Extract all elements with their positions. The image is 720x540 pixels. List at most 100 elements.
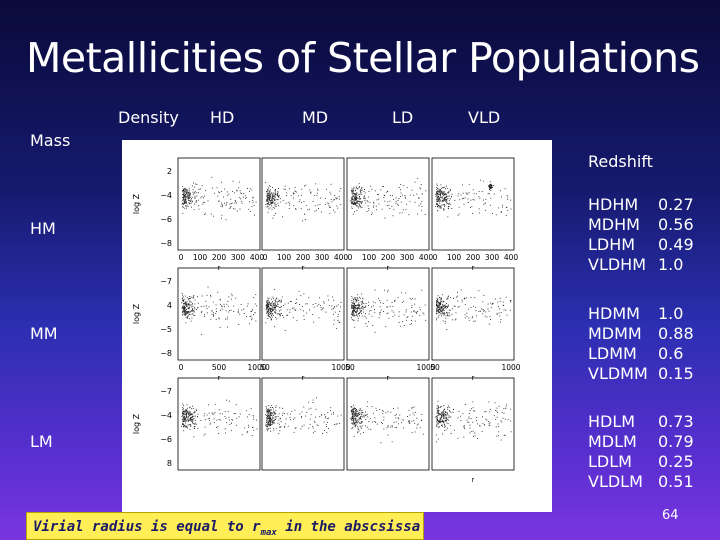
scatter-point (182, 424, 183, 425)
scatter-point (190, 420, 192, 422)
scatter-point (323, 301, 325, 303)
scatter-point (439, 306, 441, 308)
scatter-point (329, 206, 331, 208)
scatter-point (270, 409, 272, 411)
scatter-point (192, 422, 193, 424)
scatter-point (444, 194, 446, 196)
scatter-point (421, 193, 423, 195)
scatter-point (275, 312, 277, 314)
scatter-point (437, 419, 439, 421)
scatter-point (272, 196, 273, 198)
scatter-point (414, 320, 416, 322)
scatter-point (193, 295, 195, 296)
scatter-point (279, 418, 281, 420)
scatter-point (437, 306, 439, 308)
scatter-point (510, 300, 512, 301)
scatter-point (186, 304, 188, 306)
scatter-point (272, 306, 274, 308)
scatter-point (505, 296, 507, 298)
scatter-point (375, 421, 376, 423)
scatter-point (403, 185, 405, 187)
scatter-point (437, 408, 439, 410)
scatter-point (253, 416, 255, 418)
scatter-point (275, 196, 276, 198)
scatter-point (355, 422, 357, 424)
scatter-point (268, 301, 270, 303)
scatter-point (191, 200, 193, 202)
scatter-point (273, 307, 275, 309)
scatter-point (268, 411, 269, 413)
scatter-point (312, 402, 314, 403)
scatter-point (397, 407, 399, 409)
scatter-point (269, 200, 271, 202)
scatter-point (394, 301, 396, 303)
scatter-point (185, 205, 187, 207)
redshift-row: LDLM 0.25 (588, 452, 694, 472)
scatter-point (355, 425, 356, 426)
scatter-point (192, 306, 194, 308)
scatter-point (271, 423, 273, 425)
scatter-point (230, 198, 232, 200)
scatter-point (182, 301, 184, 302)
scatter-point (252, 197, 254, 199)
scatter-point (187, 417, 188, 419)
scatter-point (191, 196, 193, 198)
scatter-point (356, 300, 358, 301)
scatter-point (273, 214, 275, 216)
scatter-point (440, 297, 442, 299)
scatter-point (458, 306, 460, 308)
scatter-point (183, 417, 185, 419)
scatter-point (339, 322, 341, 323)
scatter-point (278, 413, 280, 415)
scatter-point (266, 305, 268, 307)
scatter-point (484, 424, 485, 425)
scatter-point (440, 310, 441, 312)
scatter-point (392, 215, 394, 217)
scatter-point (273, 303, 275, 305)
scatter-point (498, 426, 500, 427)
scatter-point (440, 307, 442, 309)
scatter-point (357, 429, 359, 430)
scatter-point (189, 192, 190, 194)
scatter-point (272, 194, 274, 196)
scatter-point (340, 204, 342, 205)
redshift-name: HDMM (588, 304, 640, 323)
scatter-point (267, 418, 269, 419)
x-tick-label: 200 (466, 253, 481, 262)
scatter-point (364, 414, 366, 416)
scatter-point (326, 432, 328, 434)
scatter-point (359, 201, 360, 202)
scatter-point (437, 301, 439, 303)
scatter-point (399, 212, 401, 214)
scatter-point (436, 312, 437, 314)
scatter-point (268, 303, 270, 305)
scatter-point (185, 417, 186, 419)
scatter-point (269, 194, 270, 196)
scatter-point (289, 416, 291, 418)
scatter-point (189, 202, 191, 204)
scatter-point (271, 308, 273, 310)
scatter-point (195, 423, 197, 425)
scatter-point (188, 198, 190, 200)
scatter-point (360, 418, 362, 420)
scatter-point (218, 200, 220, 202)
scatter-point (274, 306, 276, 308)
scatter-point (417, 311, 418, 312)
scatter-point (187, 407, 188, 409)
scatter-point (352, 203, 354, 204)
scatter-point (293, 205, 295, 207)
scatter-point (327, 295, 329, 297)
scatter-point (251, 206, 253, 208)
scatter-point (279, 430, 281, 432)
scatter-point (201, 185, 203, 187)
scatter-point (187, 317, 188, 318)
scatter-point (284, 423, 286, 425)
scatter-point (270, 303, 271, 305)
scatter-point (206, 308, 208, 309)
scatter-point (421, 414, 423, 415)
scatter-point (187, 192, 189, 193)
scatter-point (185, 206, 187, 207)
scatter-point (362, 412, 364, 414)
scatter-point (440, 414, 441, 415)
scatter-point (421, 206, 423, 207)
